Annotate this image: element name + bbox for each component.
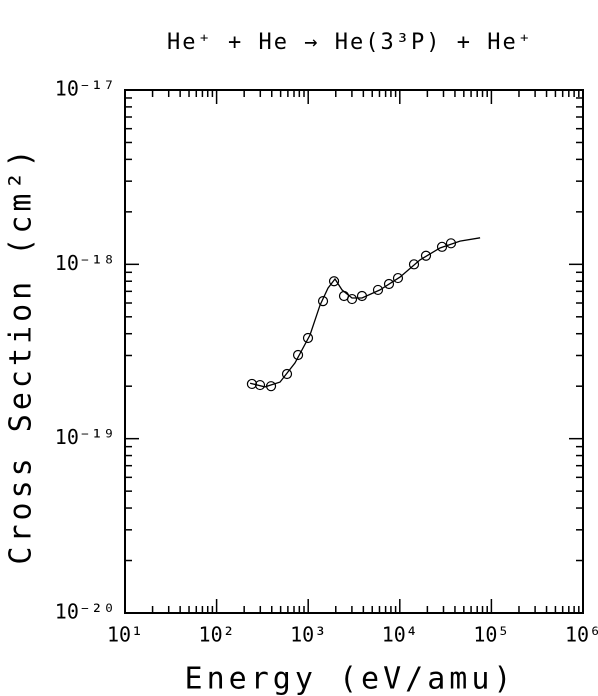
x-tick-label: 10³ <box>290 623 326 647</box>
y-tick-label: 10⁻¹⁷ <box>55 77 115 101</box>
data-point <box>408 259 420 270</box>
data-point <box>317 296 329 307</box>
x-axis-label: Energy (eV/amu) <box>185 662 516 696</box>
data-point <box>246 378 258 390</box>
data-point <box>392 272 404 284</box>
data-point <box>328 276 340 287</box>
plot-frame <box>124 89 584 614</box>
y-tick-label: 10⁻¹⁸ <box>55 251 115 275</box>
y-tick-label: 10⁻²⁰ <box>55 600 115 624</box>
data-point <box>302 332 314 344</box>
x-tick-label: 10⁵ <box>473 623 509 647</box>
x-tick-label: 10⁴ <box>382 623 418 647</box>
x-tick-label: 10⁶ <box>565 623 598 647</box>
data-point <box>383 278 395 290</box>
y-tick-label: 10⁻¹⁹ <box>55 425 115 449</box>
data-point <box>420 250 432 261</box>
fit-curve <box>249 237 481 388</box>
x-tick-label: 10² <box>199 623 235 647</box>
data-point <box>292 349 304 361</box>
x-tick-label: 10¹ <box>107 623 143 647</box>
chart-title: He⁺ + He → He(3³P) + He⁺ <box>167 30 533 55</box>
data-point <box>281 368 293 380</box>
y-axis-label: Cross Section (cm²) <box>4 145 39 564</box>
data-point <box>372 284 384 296</box>
data-point <box>436 241 448 252</box>
data-point <box>346 293 358 305</box>
